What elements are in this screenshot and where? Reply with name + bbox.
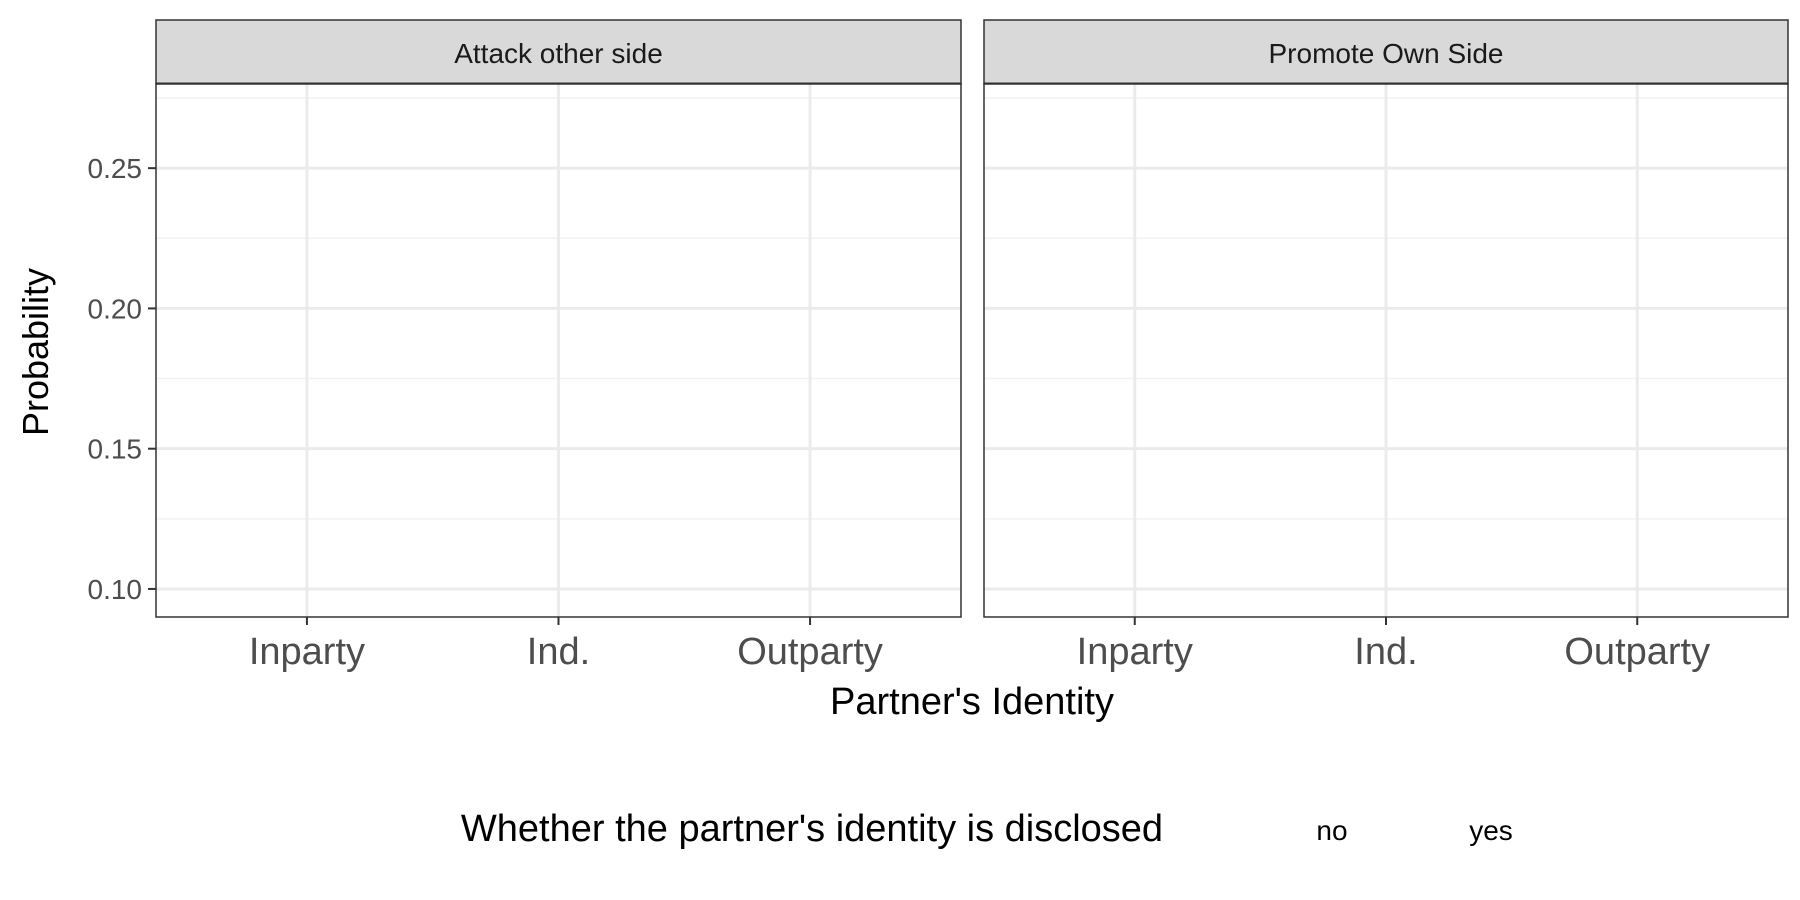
- y-axis-label: Probability: [15, 268, 56, 436]
- y-tick-label: 0.15: [88, 434, 143, 465]
- facet-strip: [155, 19, 962, 85]
- x-tick-label: Ind.: [1354, 631, 1417, 673]
- legend-entry-yes: yes: [1469, 815, 1513, 846]
- legend-title: Whether the partner's identity is disclo…: [461, 808, 1163, 850]
- legend: Whether the partner's identity is disclo…: [461, 808, 1513, 850]
- x-tick-label: Inparty: [1077, 631, 1193, 673]
- axes-layer: Probability Partner's Identity 0.10 0.15 0…: [15, 153, 1114, 723]
- x-axis-label: Partner's Identity: [830, 681, 1114, 723]
- x-tick-label: Ind.: [527, 631, 590, 673]
- facet-strip: [983, 19, 1789, 85]
- panel-border: [155, 83, 962, 618]
- facet-strip-label: Promote Own Side: [1269, 38, 1504, 69]
- facet-panel: Promote Own Side Inparty Ind. Outparty: [983, 19, 1789, 673]
- x-tick-label: Outparty: [1564, 631, 1710, 673]
- legend-entry-no: no: [1316, 815, 1347, 846]
- y-tick-label: 0.25: [88, 153, 143, 184]
- panel-border: [983, 83, 1789, 618]
- x-tick-label: Outparty: [737, 631, 883, 673]
- facet-panel: Attack other side Inparty Ind. Outparty: [155, 19, 962, 673]
- y-tick-label: 0.20: [88, 293, 143, 324]
- x-tick-label: Inparty: [249, 631, 365, 673]
- facet-strip-label: Attack other side: [454, 38, 663, 69]
- y-tick-label: 0.10: [88, 574, 143, 605]
